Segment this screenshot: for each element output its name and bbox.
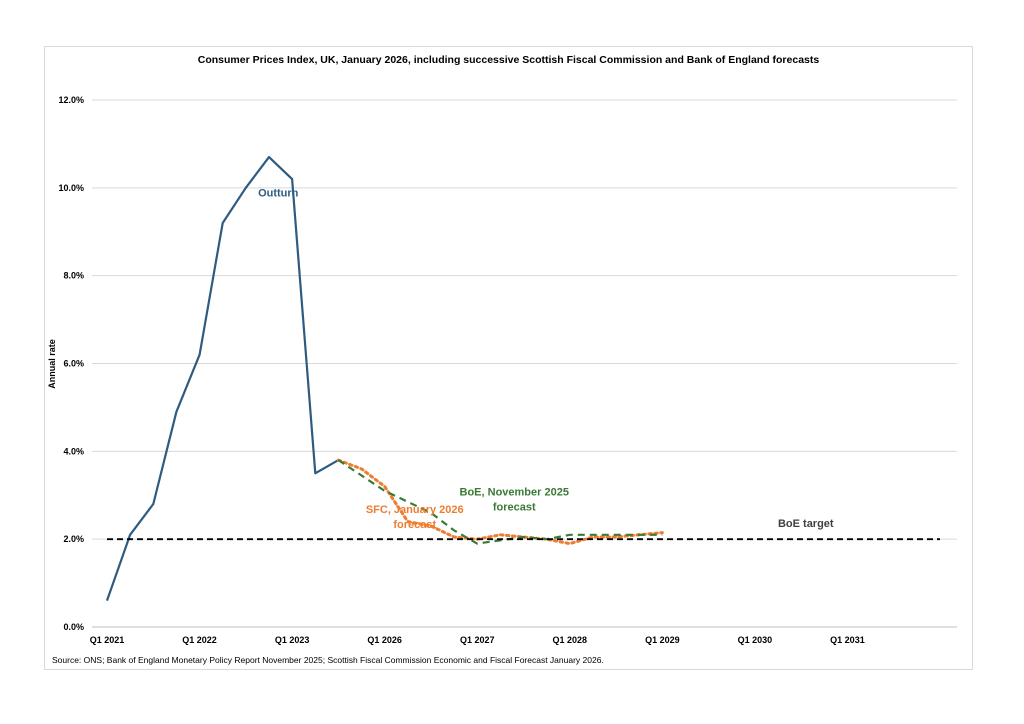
series-line-boe-november-2025-forecast [337, 459, 663, 545]
x-tick-label: Q1 2021 [90, 635, 125, 645]
x-tick-label: Q1 2029 [645, 635, 680, 645]
series-annotation: forecast [393, 519, 436, 531]
x-tick-label: Q1 2027 [460, 635, 495, 645]
x-tick-labels: Q1 2021 Q1 2022 Q1 2023 Q1 2026 Q1 2027 Q1 20… [90, 635, 865, 645]
annotations: Outturn BoE, November 2025 forecast SFC, Ja… [258, 188, 834, 532]
series-annotation: SFC, January 2026 [366, 504, 464, 516]
x-tick-label: Q1 2022 [182, 635, 217, 645]
chart-title: Consumer Prices Index, UK, January 2026,… [197, 54, 820, 66]
y-tick-label: 6.0% [63, 359, 84, 369]
y-tick-label: 4.0% [63, 446, 84, 456]
x-tick-label: Q1 2023 [275, 635, 310, 645]
series-lines [105, 156, 940, 601]
y-tick-label: 10.0% [58, 183, 84, 193]
series-annotation: Outturn [258, 188, 299, 200]
gridlines [92, 99, 957, 628]
series-line-sfc-january-2026-forecast [336, 458, 664, 546]
series-annotation: forecast [493, 502, 536, 514]
series-annotation: BoE target [778, 518, 834, 530]
series-line-outturn [105, 156, 339, 601]
y-tick-labels: 0.0% 2.0% 4.0% 6.0% 8.0% 10.0% 12.0% [58, 95, 84, 632]
x-tick-label: Q1 2028 [553, 635, 588, 645]
y-tick-label: 12.0% [58, 95, 84, 105]
chart-frame [44, 46, 973, 670]
series-annotation: BoE, November 2025 [460, 486, 569, 498]
y-tick-label: 8.0% [63, 271, 84, 281]
x-tick-label: Q1 2031 [830, 635, 865, 645]
y-axis-label: Annual rate [47, 339, 57, 389]
y-tick-label: 2.0% [63, 534, 84, 544]
x-tick-label: Q1 2026 [367, 635, 402, 645]
y-tick-label: 0.0% [63, 622, 84, 632]
x-tick-label: Q1 2030 [738, 635, 773, 645]
source-note: Source: ONS; Bank of England Monetary Po… [52, 655, 604, 665]
